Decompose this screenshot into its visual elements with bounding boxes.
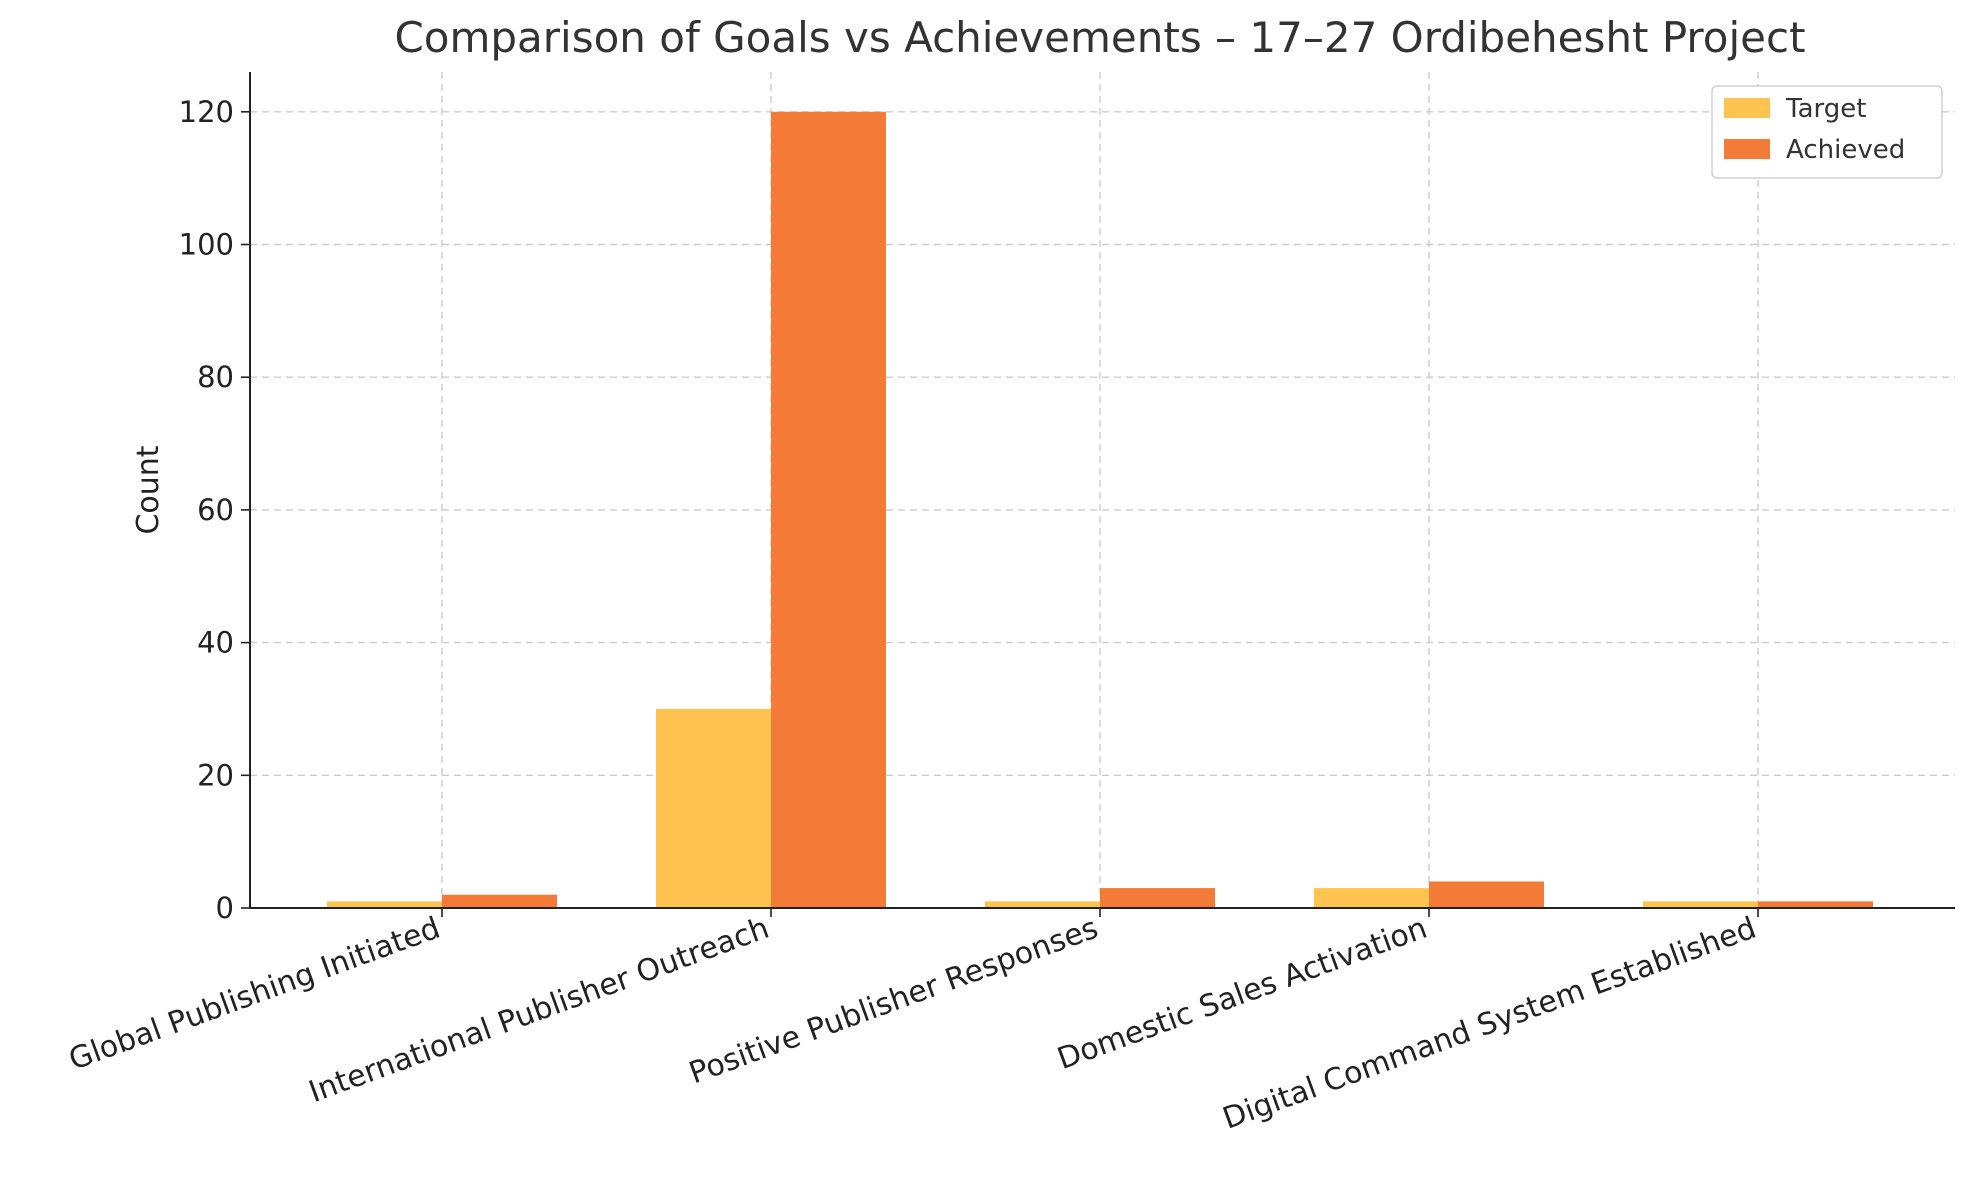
legend: Target Achieved xyxy=(1711,85,1943,179)
legend-label: Target xyxy=(1785,94,1866,124)
bar-achieved xyxy=(1429,881,1544,908)
bars xyxy=(327,111,1873,909)
y-axis-label: Count xyxy=(131,445,166,534)
bar-target xyxy=(985,901,1100,908)
axes xyxy=(241,72,1955,917)
bar-achieved xyxy=(1758,901,1873,908)
bar-achieved xyxy=(442,894,557,908)
y-tick-label: 120 xyxy=(179,95,234,129)
y-tick-label: 60 xyxy=(197,493,234,527)
bar-target xyxy=(656,708,771,908)
x-tick-label: Digital Command System Established xyxy=(1218,911,1760,1137)
legend-swatch xyxy=(1724,139,1770,159)
y-tick-label: 40 xyxy=(197,626,234,660)
y-tick-labels: 0 20 40 60 80 100 120 xyxy=(179,95,234,925)
bar-achieved xyxy=(771,111,886,909)
bar-target xyxy=(327,901,442,908)
chart-title: Comparison of Goals vs Achievements – 17… xyxy=(394,13,1805,62)
y-tick-label: 20 xyxy=(197,758,234,792)
legend-label: Achieved xyxy=(1786,135,1905,165)
legend-swatch xyxy=(1724,98,1770,118)
grid-lines xyxy=(250,72,1955,908)
y-tick-label: 100 xyxy=(179,228,234,262)
x-tick-labels: Global Publishing InitiatedInternational… xyxy=(64,911,1760,1137)
bar-target xyxy=(1643,901,1758,908)
bar-achieved xyxy=(1100,888,1215,908)
bar-target xyxy=(1314,888,1429,908)
y-tick-label: 80 xyxy=(197,360,234,394)
y-tick-label: 0 xyxy=(216,891,234,925)
